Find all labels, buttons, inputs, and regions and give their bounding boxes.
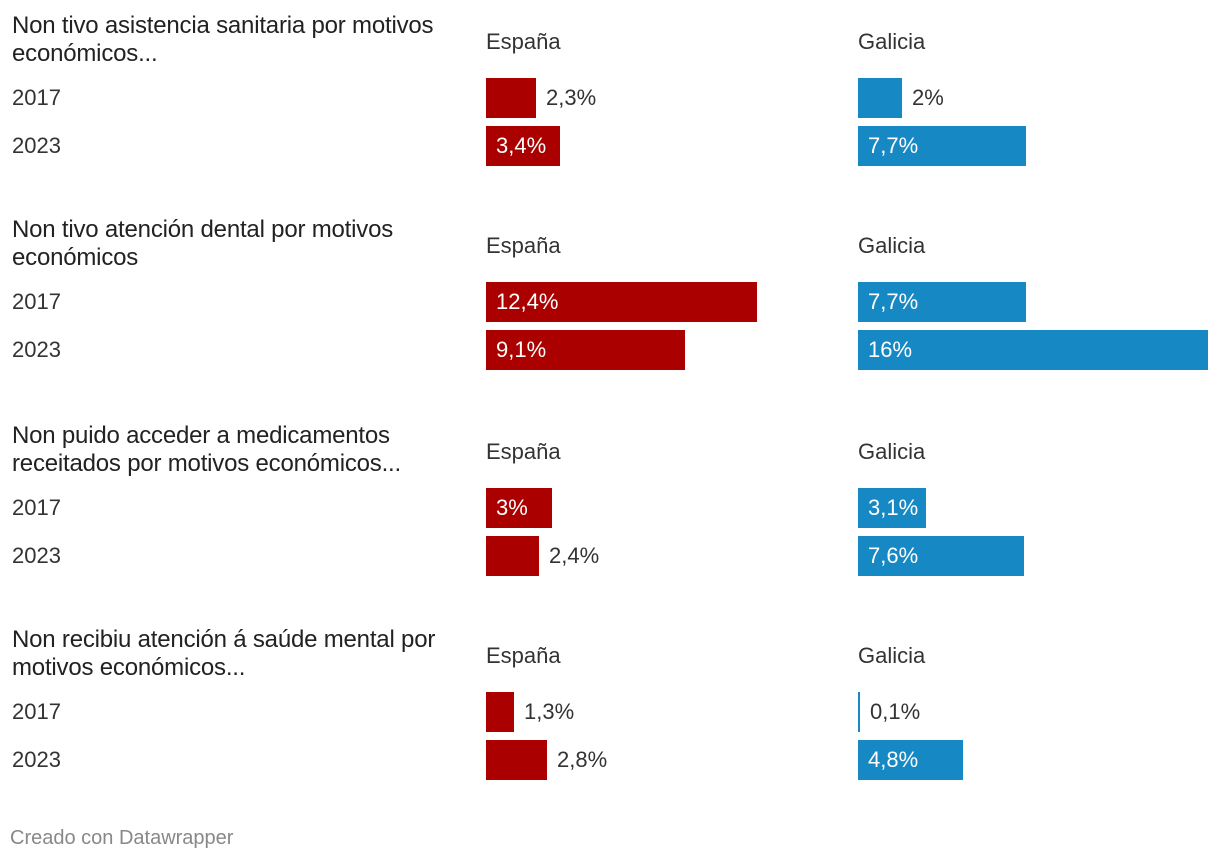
value-label-espana-2017: 3%	[496, 495, 528, 520]
year-label-2017: 2017	[12, 289, 61, 314]
panel-header-galicia: Galicia	[858, 439, 926, 464]
panel-header-espana: España	[486, 643, 561, 668]
group-title-2: Non tivo atención dental por motivos eco…	[12, 216, 394, 271]
value-label-espana-2017: 2,3%	[546, 85, 597, 110]
year-label-2017: 2017	[12, 699, 61, 724]
bar-galicia-2017	[858, 282, 1026, 322]
year-label-2017: 2017	[12, 495, 61, 520]
value-label-galicia-2023: 16%	[868, 337, 913, 362]
bar-espana-2023	[486, 536, 539, 576]
value-label-galicia-2017: 7,7%	[868, 289, 919, 314]
bar-espana-2017	[486, 282, 757, 322]
bar-galicia-2023	[858, 740, 963, 780]
value-label-galicia-2023: 7,6%	[868, 543, 919, 568]
value-label-espana-2017: 12,4%	[496, 289, 559, 314]
panel-header-galicia: Galicia	[858, 233, 926, 258]
bar-galicia-2017	[858, 488, 926, 528]
value-label-espana-2023: 2,4%	[549, 543, 600, 568]
year-label-2017: 2017	[12, 85, 61, 110]
bar-galicia-2023	[858, 330, 1208, 370]
panel-header-espana: España	[486, 233, 561, 258]
bar-galicia-2017	[858, 692, 860, 732]
year-label-2023: 2023	[12, 543, 61, 568]
bar-galicia-2023	[858, 126, 1026, 166]
value-label-espana-2023: 2,8%	[557, 747, 608, 772]
bar-galicia-2017	[858, 78, 902, 118]
group-title-4: Non recibiu atención á saúde mental por …	[12, 626, 436, 681]
bar-espana-2023	[486, 126, 560, 166]
group-title-1: Non tivo asistencia sanitaria por motivo…	[12, 12, 434, 67]
panel-header-espana: España	[486, 29, 561, 54]
value-label-espana-2023: 9,1%	[496, 337, 547, 362]
bar-espana-2023	[486, 330, 685, 370]
bar-espana-2023	[486, 740, 547, 780]
value-label-galicia-2017: 2%	[912, 85, 944, 110]
value-label-galicia-2017: 0,1%	[870, 699, 921, 724]
value-label-galicia-2023: 7,7%	[868, 133, 919, 158]
year-label-2023: 2023	[12, 747, 61, 772]
year-label-2023: 2023	[12, 133, 61, 158]
value-label-galicia-2017: 3,1%	[868, 495, 919, 520]
bar-espana-2017	[486, 78, 536, 118]
bar-espana-2017	[486, 488, 552, 528]
panel-header-espana: España	[486, 439, 561, 464]
panel-header-galicia: Galicia	[858, 29, 926, 54]
value-label-espana-2023: 3,4%	[496, 133, 547, 158]
footer-credit[interactable]: Creado con Datawrapper	[10, 827, 234, 849]
year-label-2023: 2023	[12, 337, 61, 362]
value-label-galicia-2023: 4,8%	[868, 747, 919, 772]
value-label-espana-2017: 1,3%	[524, 699, 575, 724]
bar-espana-2017	[486, 692, 514, 732]
group-title-3: Non puido acceder a medicamentos receita…	[12, 422, 401, 477]
panel-header-galicia: Galicia	[858, 643, 926, 668]
bar-galicia-2023	[858, 536, 1024, 576]
